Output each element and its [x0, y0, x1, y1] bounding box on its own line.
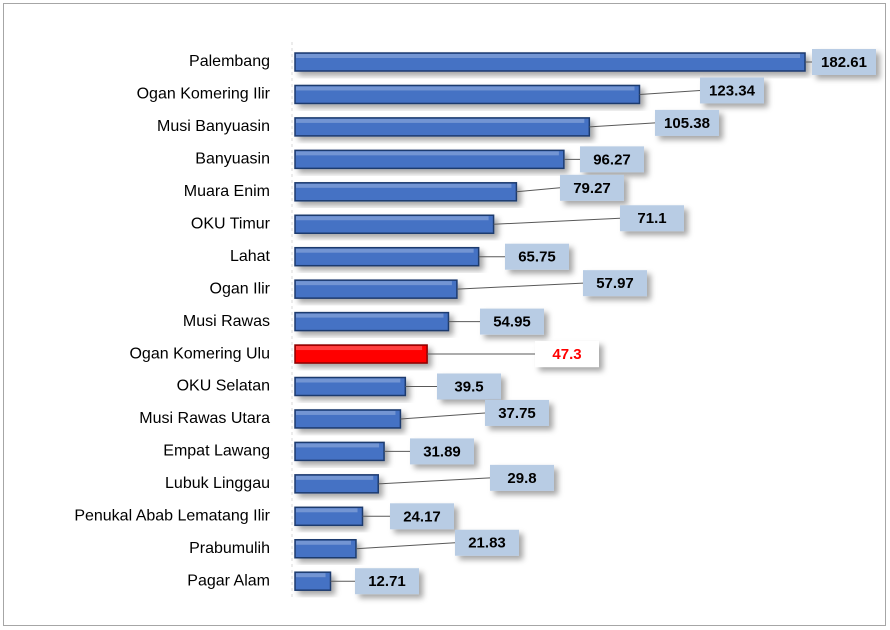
bar-highlight [296, 410, 396, 415]
value-label-box [455, 529, 519, 556]
value-label-box [490, 464, 554, 491]
value-label-box [437, 373, 501, 400]
category-label: Pagar Alam [187, 572, 270, 589]
bar-highlight [296, 86, 635, 91]
value-label: 37.75 [498, 405, 536, 422]
category-label: Palembang [189, 53, 270, 70]
category-label: Prabumulih [189, 540, 270, 557]
category-label: Ogan Ilir [210, 280, 271, 297]
category-label: Penukal Abab Lematang Ilir [74, 508, 270, 525]
value-label-box [355, 568, 419, 595]
value-label: 31.89 [423, 443, 461, 460]
bar-highlight [296, 508, 358, 513]
leader-line [378, 477, 491, 485]
value-label: 57.97 [596, 275, 634, 292]
category-label: Empat Lawang [163, 443, 270, 460]
category-label: Muara Enim [184, 183, 270, 200]
bar-highlight [296, 443, 380, 448]
value-label-box [580, 146, 644, 173]
value-label-box [700, 77, 764, 104]
category-label: Ogan Komering Ilir [137, 86, 271, 103]
value-label-box [620, 205, 684, 232]
value-label: 71.1 [637, 210, 666, 227]
category-label: Lahat [230, 248, 271, 265]
bar [294, 474, 379, 494]
bar-highlight [296, 248, 474, 253]
bar-highlight [296, 540, 351, 545]
value-label: 123.34 [709, 82, 756, 99]
value-label: 105.38 [664, 115, 710, 132]
value-label: 47.3 [552, 346, 581, 363]
value-label-box [560, 174, 624, 201]
value-label: 182.61 [821, 54, 867, 71]
bar-highlight [296, 378, 401, 383]
category-label: Musi Banyuasin [157, 118, 270, 135]
leader-line [400, 412, 486, 420]
bar-highlight [296, 118, 585, 123]
category-label: Musi Rawas Utara [139, 410, 270, 427]
bar-highlight [296, 151, 559, 156]
value-label: 24.17 [403, 508, 441, 525]
category-label: Musi Rawas [183, 313, 270, 330]
bar-highlight [296, 573, 326, 578]
value-label: 96.27 [593, 151, 631, 168]
value-label-box [485, 399, 549, 426]
category-label: Ogan Komering Ulu [129, 345, 270, 362]
value-label: 65.75 [518, 249, 556, 266]
bar-highlight [296, 346, 423, 351]
value-label: 39.5 [454, 378, 483, 395]
bar-highlight [296, 183, 512, 188]
bar-highlight [296, 54, 801, 58]
value-label-box [535, 341, 599, 368]
value-label-box [390, 503, 454, 530]
category-label: Lubuk Linggau [165, 475, 270, 492]
leader-line [516, 187, 561, 193]
value-label-box [655, 109, 719, 136]
leader-line [589, 122, 656, 128]
value-label-box [583, 270, 647, 297]
leader-line [456, 282, 584, 290]
leader-line [639, 89, 701, 95]
bar-highlight [296, 216, 489, 221]
bar-highlight [296, 475, 374, 480]
value-label: 12.71 [368, 573, 406, 590]
value-label-box [410, 438, 474, 465]
value-label: 79.27 [573, 180, 611, 197]
value-label: 54.95 [493, 314, 531, 331]
value-label-box [505, 243, 569, 270]
leader-line [493, 217, 621, 225]
leader-line [355, 542, 456, 550]
category-label: OKU Timur [191, 215, 271, 232]
value-label-box [812, 49, 876, 75]
category-label: OKU Selatan [177, 378, 270, 395]
bar-highlight [296, 281, 452, 286]
category-label: Banyuasin [195, 151, 270, 168]
bar-highlight [296, 313, 444, 318]
value-label: 21.83 [468, 535, 506, 552]
value-label-box [480, 308, 544, 335]
value-label: 29.8 [507, 470, 536, 487]
